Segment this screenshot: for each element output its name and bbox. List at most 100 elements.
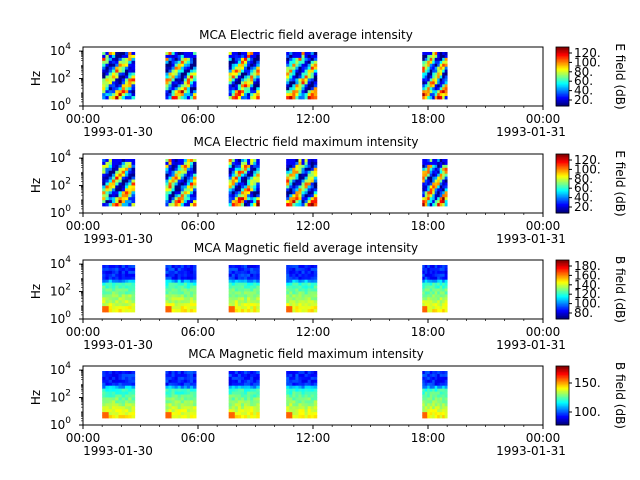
- heatmap-cell: [115, 382, 119, 387]
- heatmap-cell: [168, 170, 172, 175]
- heatmap-cell: [102, 267, 106, 272]
- colorbar-swatch: [556, 296, 569, 299]
- heatmap-cell: [253, 300, 257, 304]
- colorbar-swatch: [556, 262, 569, 265]
- heatmap-cell: [102, 306, 106, 310]
- heatmap-cell: [180, 72, 185, 76]
- heatmap-cell: [189, 282, 194, 286]
- heatmap-cell: [244, 72, 248, 76]
- heatmap-cell: [301, 309, 305, 313]
- heatmap-cell: [124, 60, 129, 65]
- heatmap-cell: [183, 173, 188, 178]
- heatmap-cell: [168, 291, 172, 295]
- heatmap-cell: [118, 382, 123, 387]
- heatmap-cell: [424, 200, 428, 204]
- heatmap-cell: [247, 279, 251, 284]
- heatmap-cell: [295, 379, 299, 384]
- colorbar-swatch: [556, 57, 569, 60]
- heatmap-cell: [180, 385, 185, 390]
- heatmap-cell: [250, 412, 254, 416]
- heatmap-cell: [186, 373, 191, 378]
- heatmap-cell: [442, 265, 446, 269]
- heatmap-cell: [304, 75, 309, 79]
- heatmap-cell: [444, 394, 448, 398]
- heatmap-cell: [313, 96, 318, 100]
- heatmap-cell: [301, 179, 305, 183]
- heatmap-cell: [193, 200, 197, 204]
- heatmap-cell: [298, 270, 302, 275]
- colorbar-swatch: [556, 47, 569, 49]
- heatmap-cell: [165, 282, 169, 286]
- heatmap-cell: [186, 72, 191, 76]
- heatmap-cell: [165, 400, 169, 404]
- heatmap-cell: [250, 69, 254, 73]
- colorbar-swatch: [556, 52, 569, 55]
- heatmap-cell: [437, 200, 441, 204]
- heatmap-cell: [253, 409, 257, 413]
- heatmap-cell: [234, 188, 239, 192]
- colorbar-swatch: [556, 295, 569, 298]
- heatmap-cell: [124, 403, 129, 407]
- heatmap-cell: [422, 300, 426, 304]
- heatmap-cell: [442, 182, 446, 186]
- heatmap-cell: [422, 415, 426, 419]
- heatmap-cell: [301, 306, 305, 310]
- heatmap-cell: [115, 279, 119, 284]
- heatmap-cell: [301, 373, 305, 378]
- heatmap-cell: [444, 96, 448, 100]
- heatmap-cell: [250, 176, 254, 180]
- heatmap-cell: [240, 270, 245, 275]
- heatmap-cell: [193, 60, 197, 65]
- heatmap-cell: [193, 173, 197, 178]
- heatmap-cell: [237, 285, 242, 289]
- heatmap-cell: [256, 179, 260, 183]
- heatmap-cell: [298, 403, 302, 407]
- y-axis-label: Hz: [29, 178, 43, 193]
- colorbar-swatch: [556, 404, 569, 407]
- heatmap-cell: [292, 385, 296, 390]
- heatmap-cell: [250, 400, 254, 404]
- heatmap-cell: [177, 93, 182, 97]
- heatmap-cell: [310, 309, 315, 313]
- heatmap-cell: [108, 306, 113, 310]
- heatmap-cell: [256, 282, 260, 286]
- heatmap-cell: [234, 78, 239, 82]
- heatmap-cell: [177, 276, 182, 281]
- heatmap-cell: [231, 197, 236, 201]
- heatmap-cell: [231, 200, 236, 204]
- heatmap-cell: [247, 397, 251, 401]
- heatmap-cell: [292, 382, 296, 387]
- heatmap-cell: [174, 96, 179, 100]
- heatmap-cell: [307, 415, 312, 419]
- heatmap-cell: [105, 87, 110, 91]
- heatmap-cell: [253, 200, 257, 204]
- heatmap-cell: [244, 309, 248, 313]
- heatmap-cell: [118, 412, 123, 416]
- heatmap-cell: [131, 188, 136, 192]
- heatmap-cell: [189, 276, 194, 281]
- heatmap-cell: [177, 200, 182, 204]
- heatmap-cell: [304, 197, 309, 201]
- heatmap-cell: [105, 57, 110, 62]
- heatmap-cell: [115, 388, 119, 392]
- heatmap-cell: [105, 54, 110, 59]
- heatmap-cell: [171, 200, 176, 204]
- heatmap-cell: [444, 285, 448, 289]
- heatmap-cell: [244, 164, 248, 169]
- colorbar: 20.40.60.80.100.120. E field (dB): [555, 150, 627, 217]
- heatmap-cell: [168, 400, 172, 404]
- heatmap-cell: [102, 78, 106, 82]
- heatmap-cell: [427, 270, 431, 275]
- heatmap-cell: [286, 164, 290, 169]
- heatmap-cell: [111, 179, 116, 183]
- colorbar-swatch: [556, 97, 569, 100]
- heatmap-cell: [295, 397, 299, 401]
- heatmap-cell: [247, 200, 251, 204]
- heatmap-cell: [240, 188, 245, 192]
- heatmap-cell: [313, 406, 318, 410]
- heatmap-cell: [313, 394, 318, 398]
- heatmap-cell: [298, 54, 302, 59]
- heatmap-cell: [180, 90, 185, 94]
- heatmap-cell: [289, 265, 293, 269]
- heatmap-cell: [177, 176, 182, 180]
